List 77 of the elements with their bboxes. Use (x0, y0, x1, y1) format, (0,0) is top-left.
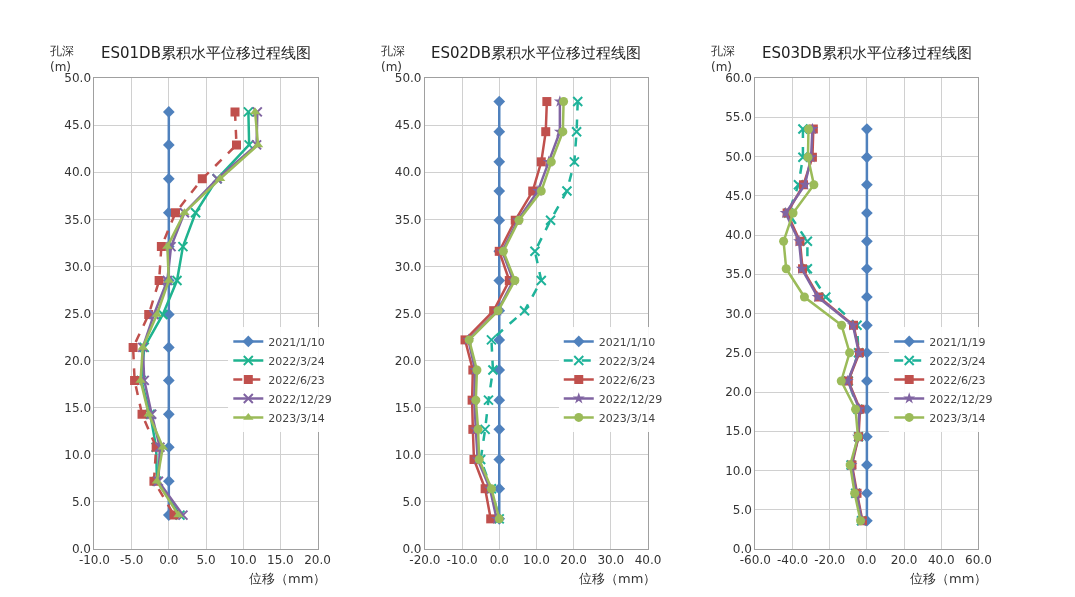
legend-label: 2023/3/14 (268, 411, 325, 425)
y-tick-label: 20.0 (394, 353, 422, 368)
y-tick-label: 20.0 (725, 385, 752, 400)
y-tick-label: 30.0 (64, 259, 92, 274)
legend-label: 2023/3/14 (598, 411, 656, 425)
y-tick-label: 30.0 (394, 259, 422, 274)
y-tick-label: 45.0 (394, 118, 422, 133)
y-tick-label: 15.0 (64, 400, 92, 415)
x-tick-label: -10.0 (78, 553, 110, 568)
x-tick-label: 0.0 (489, 553, 509, 568)
x-axis-title: 位移（mm） (579, 571, 657, 586)
x-tick-label: -10.0 (446, 553, 478, 568)
y-tick-label: 45.0 (64, 118, 92, 133)
y-tick-label: 40.0 (64, 165, 92, 180)
x-tick-label: 20.0 (560, 553, 587, 568)
y-tick-label: 25.0 (725, 345, 752, 360)
x-tick-label: 40.0 (634, 553, 662, 568)
y-tick-label: 40.0 (725, 228, 752, 243)
x-tick-label: 10.0 (523, 553, 550, 568)
x-axis-title: 位移（mm） (910, 571, 988, 586)
y-tick-label: 5.0 (71, 495, 92, 510)
y-tick-label: 25.0 (64, 306, 92, 321)
legend-label: 2022/12/29 (598, 392, 663, 406)
y-axis-title: 孔深 (m) (711, 44, 735, 74)
x-tick-label: 15.0 (267, 553, 294, 568)
x-tick-label: -5.0 (119, 553, 144, 568)
chart-title: ES01DB累积水平位移过程线图 (101, 44, 311, 62)
x-tick-label: 5.0 (196, 553, 216, 568)
legend-label: 2021/1/19 (929, 335, 986, 349)
legend-label: 2022/12/29 (268, 392, 332, 406)
legend-label: 2022/12/29 (929, 392, 993, 406)
legend-label: 2022/3/24 (929, 354, 986, 368)
y-tick-label: 55.0 (725, 110, 752, 125)
legend-label: 2021/1/10 (268, 335, 325, 349)
legend-label: 2022/6/23 (929, 373, 986, 387)
y-tick-label: 15.0 (394, 400, 422, 415)
legend-label: 2022/6/23 (268, 373, 325, 387)
y-tick-label: 30.0 (725, 306, 752, 321)
legend-label: 2022/3/24 (598, 354, 656, 368)
y-tick-label: 10.0 (64, 448, 92, 462)
y-tick-label: 60.0 (725, 71, 752, 86)
y-axis-title: 孔深 (m) (381, 44, 405, 74)
y-tick-label: 50.0 (725, 149, 752, 164)
legend-label: 2023/3/14 (929, 411, 986, 425)
x-tick-label: 0.0 (159, 553, 179, 568)
x-tick-label: 40.0 (927, 553, 955, 568)
x-axis-title: 位移（mm） (249, 571, 327, 586)
x-tick-label: 10.0 (229, 553, 257, 568)
legend-label: 2022/6/23 (598, 373, 656, 387)
x-tick-label: -20.0 (814, 553, 846, 568)
legend-label: 2021/1/10 (598, 335, 656, 349)
y-tick-label: 25.0 (394, 306, 422, 321)
y-tick-label: 10.0 (725, 463, 752, 478)
y-tick-label: 10.0 (394, 448, 422, 462)
chart-title: ES03DB累积水平位移过程线图 (762, 44, 972, 62)
y-tick-label: 35.0 (394, 212, 422, 227)
y-tick-label: 15.0 (725, 424, 752, 439)
x-tick-label: -60.0 (739, 553, 771, 568)
y-tick-label: 35.0 (725, 267, 752, 282)
y-tick-label: 50.0 (394, 71, 422, 86)
x-tick-label: 0.0 (857, 553, 877, 568)
y-tick-label: 5.0 (732, 502, 752, 517)
x-tick-label: 30.0 (597, 553, 625, 568)
x-tick-label: 60.0 (965, 553, 992, 568)
y-tick-label: 20.0 (64, 353, 92, 368)
x-tick-label: 20.0 (304, 553, 331, 568)
y-tick-label: 40.0 (394, 165, 422, 180)
chart-title: ES02DB累积水平位移过程线图 (431, 44, 641, 62)
x-tick-label: 20.0 (890, 553, 918, 568)
y-tick-label: 5.0 (402, 495, 422, 510)
x-tick-label: -20.0 (409, 553, 441, 568)
y-tick-label: 45.0 (725, 188, 752, 203)
legend-label: 2022/3/24 (268, 354, 325, 368)
x-tick-label: -40.0 (776, 553, 809, 568)
y-axis-title: 孔深 (m) (50, 44, 74, 74)
y-tick-label: 50.0 (64, 71, 92, 86)
y-tick-label: 35.0 (64, 212, 92, 227)
